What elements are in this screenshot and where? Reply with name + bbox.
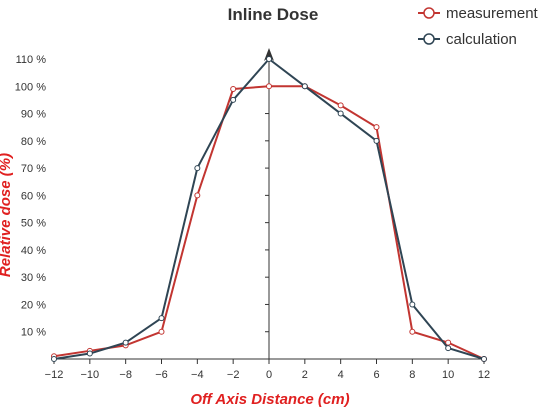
ticks-layer: −12 −10 −8 −6 −4 −2 0 2 4 6 8 10 12 10 % 20 % 30 % 40 % 5… (15, 54, 490, 381)
data-point-calculation[interactable] (158, 315, 165, 322)
data-point-measurement[interactable] (230, 86, 237, 92)
x-tick-label: −12 (45, 369, 64, 381)
y-tick-label: 80 % (21, 136, 46, 148)
y-tick-label: 50 % (21, 218, 46, 230)
data-point-calculation[interactable] (51, 356, 57, 362)
data-point-measurement[interactable] (194, 192, 201, 199)
x-tick-label: 10 (442, 369, 454, 381)
data-point-calculation[interactable] (481, 356, 487, 362)
x-tick-label: 8 (409, 369, 415, 381)
x-axis-title: Off Axis Distance (cm) (190, 391, 349, 408)
data-point-calculation[interactable] (373, 137, 380, 144)
data-point-calculation[interactable] (337, 110, 344, 117)
series-layer (51, 56, 487, 362)
x-tick-label: 4 (338, 369, 344, 381)
legend-marker-icon (423, 33, 435, 45)
y-tick-label: 20 % (21, 299, 46, 311)
data-point-calculation[interactable] (409, 301, 416, 308)
legend-label: measurement (446, 5, 539, 22)
x-tick-label: 6 (373, 369, 379, 381)
chart-title: Inline Dose (228, 5, 319, 24)
y-tick-label: 10 % (21, 327, 46, 339)
legend-marker-icon (423, 7, 435, 19)
y-tick-label: 100 % (15, 81, 46, 93)
title-layer: Inline Dose (228, 5, 319, 24)
y-tick-label: 90 % (21, 109, 46, 121)
x-tick-label: −10 (80, 369, 99, 381)
data-point-calculation[interactable] (445, 345, 452, 352)
data-point-measurement[interactable] (373, 124, 380, 131)
legend: measurement calculation (418, 5, 539, 48)
x-tick-label: 12 (478, 369, 490, 381)
y-tick-label: 70 % (21, 163, 46, 175)
data-point-measurement[interactable] (158, 328, 165, 335)
x-tick-label: −8 (119, 369, 132, 381)
y-tick-label: 30 % (21, 272, 46, 284)
data-point-calculation[interactable] (230, 96, 237, 103)
y-tick-label: 60 % (21, 190, 46, 202)
x-tick-label: 2 (302, 369, 308, 381)
y-tick-label: 40 % (21, 245, 46, 257)
x-tick-label: −4 (191, 369, 204, 381)
data-point-measurement[interactable] (409, 328, 416, 335)
axis-labels: Off Axis Distance (cm) Relative dose (%) (0, 153, 350, 408)
y-tick-label: 110 % (16, 54, 47, 66)
data-point-calculation[interactable] (194, 165, 201, 172)
legend-label: calculation (446, 31, 517, 48)
x-tick-label: 0 (266, 369, 272, 381)
data-point-measurement[interactable] (337, 102, 344, 109)
data-point-calculation[interactable] (301, 83, 308, 90)
data-point-calculation[interactable] (122, 339, 129, 346)
data-point-calculation[interactable] (86, 350, 93, 357)
y-axis-title: Relative dose (%) (0, 153, 14, 277)
data-point-calculation[interactable] (266, 56, 272, 62)
series-calculation (51, 56, 487, 362)
x-tick-label: −2 (227, 369, 240, 381)
legend-item-measurement[interactable]: measurement (418, 5, 539, 22)
legend-item-calculation[interactable]: calculation (418, 31, 517, 48)
x-tick-label: −6 (155, 369, 168, 381)
data-point-measurement[interactable] (266, 83, 272, 90)
